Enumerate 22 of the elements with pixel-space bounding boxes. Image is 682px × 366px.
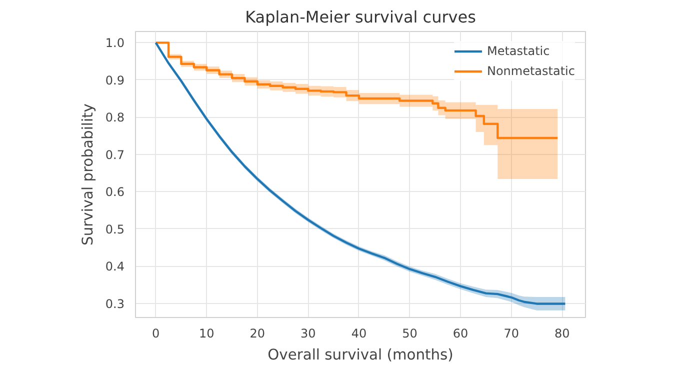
x-tick-label: 70 xyxy=(504,326,519,340)
x-tick-label: 40 xyxy=(351,326,367,340)
y-tick-label: 1.0 xyxy=(105,36,125,50)
y-tick-label: 0.8 xyxy=(105,110,125,125)
x-tick-label: 20 xyxy=(250,326,266,340)
x-tick-label: 60 xyxy=(452,326,468,340)
x-tick-label: 10 xyxy=(198,326,214,340)
y-tick-label: 0.3 xyxy=(105,296,125,311)
x-axis-title: Overall survival (months) xyxy=(268,346,454,364)
y-tick-label: 0.7 xyxy=(105,148,125,162)
y-tick-label: 0.6 xyxy=(105,185,125,200)
x-tick-label: 30 xyxy=(300,326,316,340)
y-tick-label: 0.4 xyxy=(105,260,125,274)
x-tick-label: 0 xyxy=(152,326,160,340)
y-axis-title: Survival probability xyxy=(79,103,96,246)
y-tick-label: 0.9 xyxy=(105,73,125,88)
x-tick-label: 50 xyxy=(402,326,418,340)
legend-label: Metastatic xyxy=(486,44,550,58)
x-tick-label: 80 xyxy=(554,326,570,340)
y-tick-label: 0.5 xyxy=(105,222,125,236)
chart-title: Kaplan-Meier survival curves xyxy=(245,8,476,26)
legend-label: Nonmetastatic xyxy=(486,64,575,78)
